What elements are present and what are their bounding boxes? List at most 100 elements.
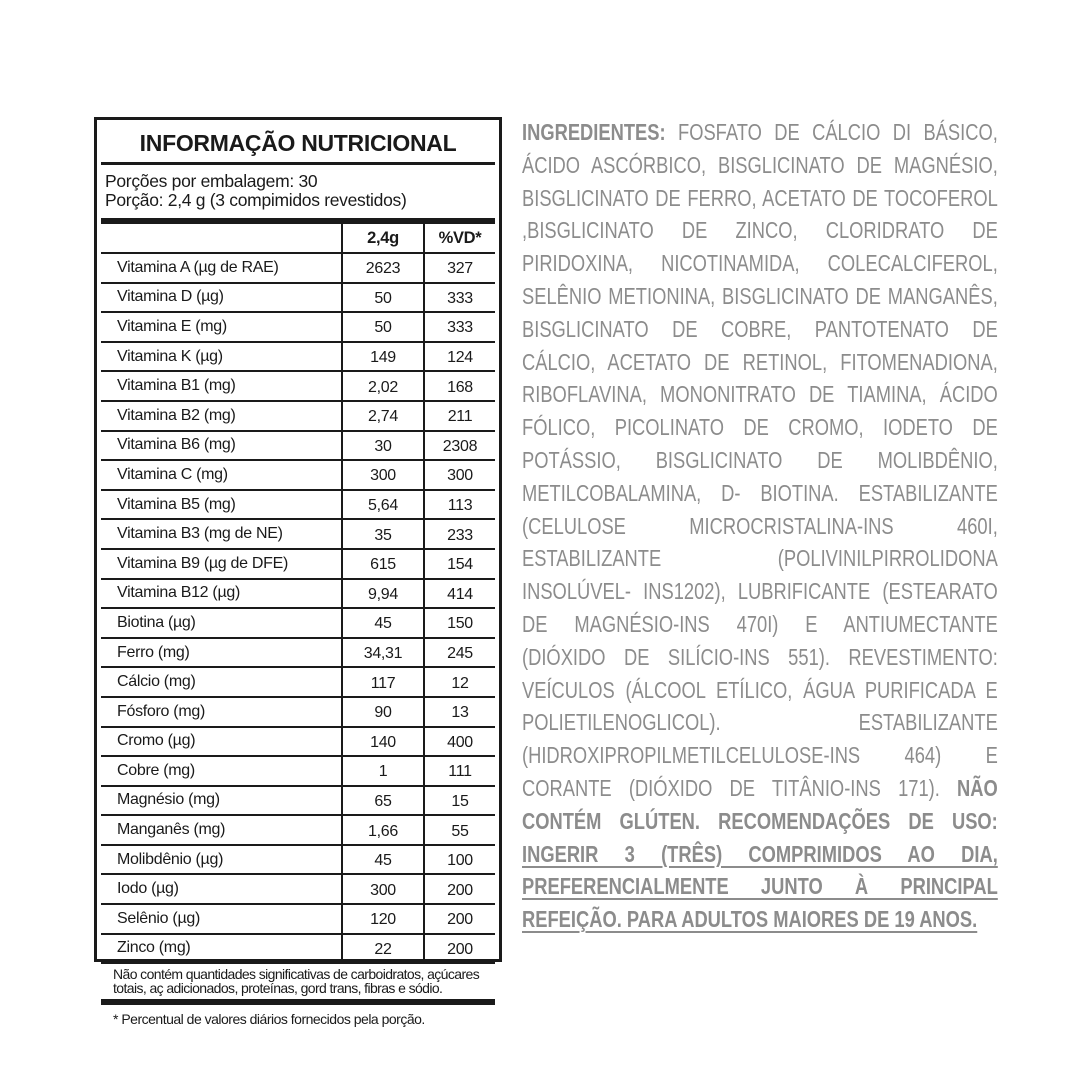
- nutrient-name: Iodo (µg): [101, 874, 342, 906]
- nutrient-daily-value: 400: [423, 726, 495, 758]
- nutrient-daily-value: 111: [423, 756, 495, 787]
- nutrient-amount: 9,94: [341, 578, 424, 610]
- nutrient-name: Vitamina B5 (mg): [101, 489, 342, 521]
- table-row: Vitamina K (µg) 149 124: [101, 341, 495, 373]
- table-row: Vitamina B9 (µg de DFE) 615 154: [101, 548, 495, 580]
- ingredients-panel: INGREDIENTES: FOSFATO DE CÁLCIO DI BÁSIC…: [522, 116, 998, 936]
- divider: [101, 218, 495, 224]
- nutrient-amount: 35: [341, 519, 424, 550]
- nutrient-amount: 2,74: [341, 400, 424, 432]
- nutrient-name: Ferro (mg): [101, 637, 342, 669]
- table-row: Cálcio (mg) 117 12: [101, 667, 495, 698]
- nutrient-name: Cromo (µg): [101, 726, 342, 758]
- nutrient-amount: 22: [341, 933, 424, 965]
- nutrient-amount: 45: [341, 844, 424, 876]
- nutrient-name: Manganês (mg): [101, 815, 342, 846]
- nutrient-daily-value: 100: [423, 844, 495, 876]
- divider: [101, 999, 495, 1006]
- table-row: Molibdênio (µg) 45 100: [101, 844, 495, 876]
- nutrient-daily-value: 300: [423, 460, 495, 491]
- gluten-statement: NÃO CONTÉM GLÚTEN. RECOMENDAÇÕES DE USO:: [522, 774, 998, 834]
- table-row: Vitamina B6 (mg) 30 2308: [101, 430, 495, 462]
- nutrient-daily-value: 13: [423, 696, 495, 728]
- label-note: Não contém quantidades significativas de…: [113, 966, 480, 996]
- table-row: Vitamina B12 (µg) 9,94 414: [101, 578, 495, 610]
- nutrient-amount: 90: [341, 696, 424, 728]
- ingredients-heading: INGREDIENTES:: [522, 119, 666, 145]
- nutrient-amount: 45: [341, 608, 424, 639]
- nutrient-amount: 1: [341, 756, 424, 787]
- nutrient-name: Vitamina B2 (mg): [101, 400, 342, 432]
- serving-size: Porção: 2,4 g (3 compimidos revestidos): [105, 190, 407, 210]
- nutrient-amount: 117: [341, 667, 424, 698]
- nutrient-daily-value: 200: [423, 933, 495, 965]
- nutrient-daily-value: 333: [423, 282, 495, 314]
- header-nutrient: [101, 224, 342, 254]
- table-row: Iodo (µg) 300 200: [101, 874, 495, 906]
- table-row: Vitamina B1 (mg) 2,02 168: [101, 371, 495, 402]
- nutrient-daily-value: 211: [423, 400, 495, 432]
- table-row: Biotina (µg) 45 150: [101, 608, 495, 639]
- servings-per-package: Porções por embalagem: 30: [105, 171, 318, 191]
- table-row: Cobre (mg) 1 111: [101, 756, 495, 787]
- table-row: Ferro (mg) 34,31 245: [101, 637, 495, 669]
- nutrient-daily-value: 327: [423, 253, 495, 284]
- table-row: Magnésio (mg) 65 15: [101, 785, 495, 817]
- table-row: Manganês (mg) 1,66 55: [101, 815, 495, 846]
- nutrition-table: 2,4g %VD* Vitamina A (µg de RAE) 2623 327 V…: [101, 224, 495, 965]
- nutrient-daily-value: 233: [423, 519, 495, 550]
- nutrient-name: Zinco (mg): [101, 933, 342, 965]
- nutrient-name: Vitamina B12 (µg): [101, 578, 342, 610]
- nutrient-daily-value: 15: [423, 785, 495, 817]
- serving-info: Porções por embalagem: 30 Porção: 2,4 g …: [97, 165, 499, 218]
- nutrient-name: Molibdênio (µg): [101, 844, 342, 876]
- nutrient-daily-value: 55: [423, 815, 495, 846]
- header-amount: 2,4g: [341, 224, 424, 254]
- nutrient-amount: 50: [341, 282, 424, 314]
- nutrient-name: Vitamina B6 (mg): [101, 430, 342, 462]
- ingredients-list: FOSFATO DE CÁLCIO DI BÁSICO, ÁCIDO ASCÓR…: [522, 119, 998, 801]
- nutrient-name: Cobre (mg): [101, 756, 342, 787]
- nutrient-daily-value: 168: [423, 371, 495, 402]
- table-row: Vitamina D (µg) 50 333: [101, 282, 495, 314]
- nutrient-name: Vitamina B3 (mg de NE): [101, 519, 342, 550]
- usage-recommendation: INGERIR 3 (TRÊS) COMPRIMIDOS AO DIA, PRE…: [522, 840, 998, 933]
- nutrient-name: Vitamina K (µg): [101, 341, 342, 373]
- label-footnote: * Percentual de valores diários fornecid…: [113, 1011, 425, 1028]
- nutrient-daily-value: 113: [423, 489, 495, 521]
- ingredients-text: INGREDIENTES: FOSFATO DE CÁLCIO DI BÁSIC…: [522, 116, 998, 936]
- nutrient-amount: 30: [341, 430, 424, 462]
- nutrient-amount: 50: [341, 312, 424, 343]
- table-row: Vitamina E (mg) 50 333: [101, 312, 495, 343]
- header-daily-value: %VD*: [423, 224, 495, 254]
- nutrient-name: Cálcio (mg): [101, 667, 342, 698]
- nutrition-facts-label: INFORMAÇÃO NUTRICIONAL Porções por embal…: [94, 117, 502, 1027]
- nutrient-amount: 5,64: [341, 489, 424, 521]
- table-row: Vitamina B2 (mg) 2,74 211: [101, 400, 495, 432]
- table-row: Zinco (mg) 22 200: [101, 933, 495, 965]
- label-title: INFORMAÇÃO NUTRICIONAL: [101, 120, 495, 165]
- table-header: 2,4g %VD*: [101, 224, 495, 254]
- nutrient-name: Vitamina D (µg): [101, 282, 342, 314]
- nutrient-name: Vitamina C (mg): [101, 460, 342, 491]
- nutrient-name: Biotina (µg): [101, 608, 342, 639]
- nutrient-name: Vitamina B9 (µg de DFE): [101, 548, 342, 580]
- nutrient-amount: 65: [341, 785, 424, 817]
- nutrient-amount: 615: [341, 548, 424, 580]
- table-row: Selênio (µg) 120 200: [101, 904, 495, 935]
- nutrient-name: Selênio (µg): [101, 904, 342, 935]
- nutrient-daily-value: 200: [423, 874, 495, 906]
- nutrient-daily-value: 245: [423, 637, 495, 669]
- table-row: Vitamina C (mg) 300 300: [101, 460, 495, 491]
- nutrient-amount: 34,31: [341, 637, 424, 669]
- nutrient-daily-value: 414: [423, 578, 495, 610]
- nutrient-daily-value: 200: [423, 904, 495, 935]
- nutrient-name: Vitamina E (mg): [101, 312, 342, 343]
- table-row: Cromo (µg) 140 400: [101, 726, 495, 758]
- nutrient-daily-value: 2308: [423, 430, 495, 462]
- nutrient-name: Fósforo (mg): [101, 696, 342, 728]
- nutrient-amount: 140: [341, 726, 424, 758]
- nutrient-name: Vitamina B1 (mg): [101, 371, 342, 402]
- nutrient-daily-value: 124: [423, 341, 495, 373]
- nutrient-amount: 120: [341, 904, 424, 935]
